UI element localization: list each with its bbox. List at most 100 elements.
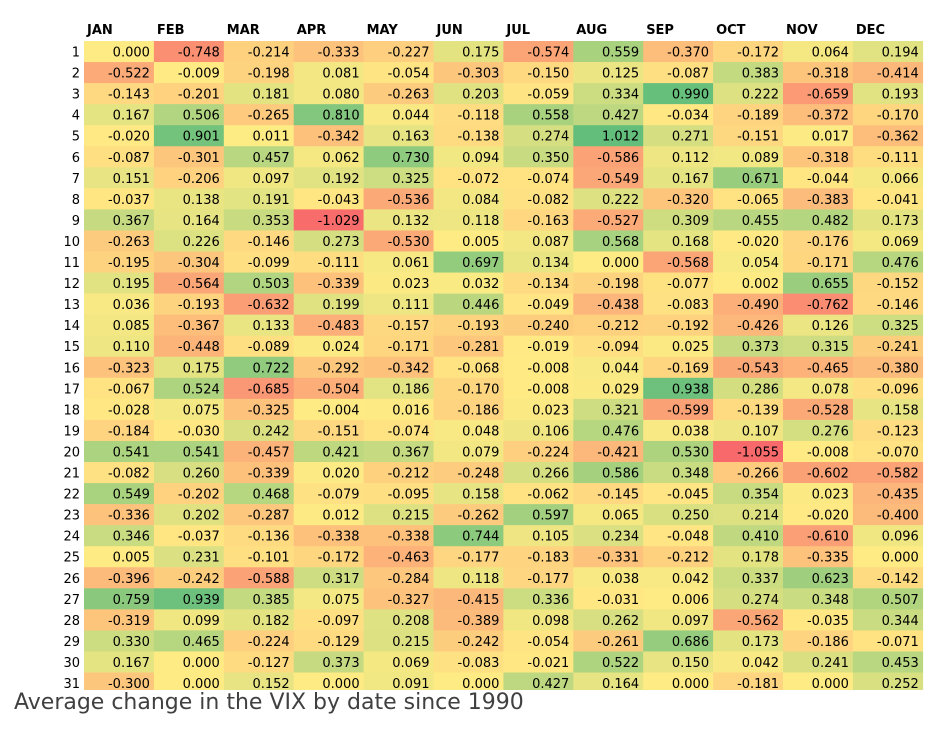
heatmap-cell — [433, 41, 504, 63]
heatmap-cell — [153, 504, 225, 526]
cell-value: 0.194 — [882, 46, 919, 61]
heatmap-cell — [713, 356, 784, 379]
cell-value: -0.543 — [737, 361, 779, 376]
cell-value: -0.287 — [248, 509, 290, 524]
heatmap-cell — [293, 567, 364, 589]
heatmap-cell — [433, 83, 504, 105]
heatmap-cell — [573, 504, 644, 526]
cell-value: -0.338 — [388, 530, 430, 545]
cell-value: 0.457 — [252, 151, 289, 166]
day-label-29: 29 — [63, 635, 80, 650]
cell-value: 0.000 — [602, 256, 639, 271]
heatmap-cell — [433, 588, 504, 610]
heatmap-cell — [153, 167, 225, 189]
cell-value: 0.011 — [252, 130, 289, 145]
heatmap-cell — [852, 41, 924, 63]
heatmap-cell — [503, 462, 574, 484]
heatmap-cell — [433, 609, 504, 631]
cell-value: 0.276 — [812, 424, 849, 439]
day-label-1: 1 — [72, 46, 80, 61]
cell-value: 0.367 — [113, 214, 150, 229]
cell-value: -0.035 — [807, 614, 849, 629]
day-label-9: 9 — [72, 214, 80, 229]
cell-value: 0.016 — [392, 403, 429, 418]
heatmap-cell — [363, 41, 434, 63]
cell-value: -0.414 — [877, 67, 919, 82]
heatmap-cell — [503, 546, 574, 568]
cell-value: -0.083 — [457, 656, 499, 671]
heatmap-cell — [573, 230, 644, 252]
cell-value: 0.023 — [392, 277, 429, 292]
heatmap-cell — [153, 419, 225, 442]
cell-value: 0.250 — [672, 509, 709, 524]
cell-value: 0.029 — [602, 382, 639, 397]
heatmap-cell — [783, 504, 854, 526]
heatmap-cell — [433, 293, 504, 315]
cell-value: -0.059 — [527, 88, 569, 103]
cell-value: -0.562 — [737, 614, 779, 629]
cell-value: -0.136 — [248, 530, 290, 545]
cell-value: -0.632 — [248, 298, 290, 313]
cell-value: 0.586 — [602, 467, 639, 482]
month-header-feb: FEB — [157, 23, 185, 38]
cell-value: -0.019 — [527, 340, 569, 355]
heatmap-cell — [713, 104, 784, 126]
cell-value: -0.265 — [248, 109, 290, 124]
heatmap-cell — [852, 504, 924, 526]
cell-value: -0.490 — [737, 298, 779, 313]
cell-value: -0.172 — [737, 46, 779, 61]
cell-value: 0.199 — [322, 298, 359, 313]
cell-value: 0.023 — [532, 403, 569, 418]
cell-value: 0.118 — [462, 214, 499, 229]
heatmap-cell — [783, 230, 854, 252]
cell-value: 0.075 — [183, 403, 220, 418]
heatmap-cell — [643, 651, 714, 673]
heatmap-cell — [153, 462, 225, 484]
heatmap-cell — [852, 483, 924, 505]
cell-value: 0.722 — [252, 361, 289, 376]
heatmap-cell — [223, 630, 294, 652]
heatmap-cell — [852, 462, 924, 484]
cell-value: -0.145 — [597, 488, 639, 503]
heatmap-cell — [363, 672, 434, 690]
heatmap-cell — [852, 609, 924, 631]
cell-value: -0.292 — [318, 361, 360, 376]
cell-value: 0.530 — [672, 445, 709, 460]
cell-value: 0.325 — [392, 172, 429, 187]
day-label-31: 31 — [63, 677, 80, 690]
heatmap-cell — [84, 272, 155, 294]
heatmap-cell — [363, 356, 434, 379]
heatmap-cell — [433, 525, 504, 547]
heatmap-cell — [783, 588, 854, 610]
heatmap-cell — [153, 483, 225, 505]
cell-value: -0.335 — [807, 551, 849, 566]
heatmap-cell — [783, 272, 854, 294]
cell-value: 0.020 — [322, 467, 359, 482]
cell-value: -0.048 — [667, 530, 709, 545]
heatmap-cell — [363, 588, 434, 610]
cell-value: -0.588 — [248, 572, 290, 587]
cell-value: 0.012 — [322, 509, 359, 524]
cell-value: -0.021 — [527, 656, 569, 671]
heatmap-cell — [433, 672, 504, 690]
heatmap-cell — [713, 125, 784, 147]
cell-value: 0.181 — [252, 88, 289, 103]
heatmap-cell — [363, 293, 434, 315]
day-label-28: 28 — [63, 614, 80, 629]
cell-value: 0.938 — [672, 382, 709, 397]
heatmap-cell — [852, 167, 924, 189]
cell-value: -0.599 — [667, 403, 709, 418]
heatmap-cell — [363, 167, 434, 189]
cell-value: -0.522 — [108, 67, 150, 82]
heatmap-cell — [363, 230, 434, 252]
cell-value: 0.507 — [882, 593, 919, 608]
heatmap-cell — [363, 609, 434, 631]
cell-value: 0.385 — [252, 593, 289, 608]
heatmap-cell — [643, 146, 714, 168]
cell-value: 0.203 — [462, 88, 499, 103]
cell-value: -0.224 — [527, 445, 569, 460]
heatmap-cell — [503, 483, 574, 505]
heatmap-cell — [852, 419, 924, 442]
cell-value: -0.068 — [457, 361, 499, 376]
month-header-apr: APR — [297, 23, 327, 38]
